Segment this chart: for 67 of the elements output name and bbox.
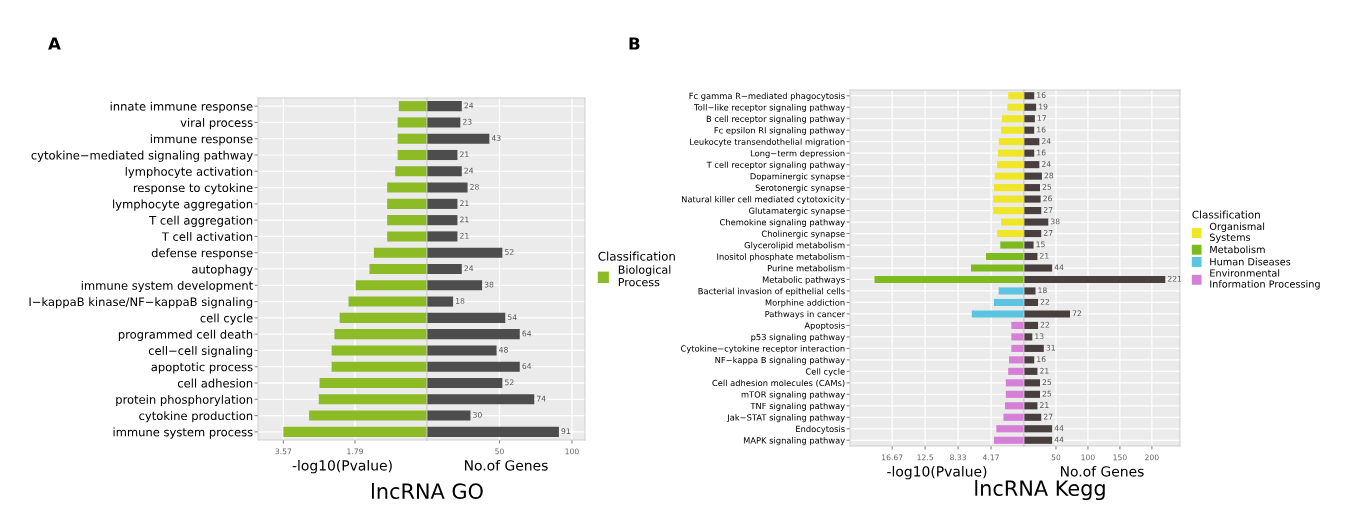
y-tick-label: Serotonergic synapse xyxy=(755,184,845,193)
y-tick-label: programmed cell death xyxy=(118,329,253,341)
y-tick-label: Pathways in cancer xyxy=(765,310,846,319)
x-axis-title: No.of Genes xyxy=(464,459,548,471)
y-tick-label: TNF signaling pathway xyxy=(750,402,845,411)
y-tick-label: Cell adhesion molecules (CAMs) xyxy=(712,379,845,388)
y-tick-label: Purine metabolism xyxy=(767,264,845,272)
y-tick-label: T cell receptor signaling pathway xyxy=(706,161,845,170)
y-tick-label: cytokine production xyxy=(139,411,253,423)
y-tick-label: Glycerolipid metabolism xyxy=(744,241,845,250)
x-axis-title: -log10(Pvalue) xyxy=(292,459,392,474)
y-tick-label: cell adhesion xyxy=(177,378,253,388)
text: lncRNA GO xyxy=(372,482,483,500)
y-tick-label: lymphocyte aggregation xyxy=(113,199,253,211)
legend-title: Classification xyxy=(1192,210,1260,219)
y-tick-label: Glutamatergic synapse xyxy=(749,207,845,216)
legend-label: Organismal Systems xyxy=(1209,222,1265,243)
y-tick-label: viral process xyxy=(180,118,253,130)
y-tick-label: Apoptosis xyxy=(804,322,845,331)
y-tick-label: protein phosphorylation xyxy=(116,394,253,407)
y-tick-label: defense response xyxy=(151,248,253,260)
y-tick-label: lymphocyte activation xyxy=(125,166,253,179)
legend-label: Environmental Information Processing xyxy=(1210,269,1320,290)
y-tick-label: Endocytosis xyxy=(796,425,845,434)
y-tick-label: response to cytokine xyxy=(133,183,253,195)
x-axis-title: No.of Genes xyxy=(1060,465,1144,477)
y-tick-label: immune system development xyxy=(81,280,253,293)
text: B xyxy=(629,37,640,50)
legend-label: Biological Process xyxy=(618,265,671,287)
y-tick-label: Dopaminergic synapse xyxy=(750,172,845,182)
y-tick-label: apoptotic process xyxy=(151,362,253,374)
text: A xyxy=(48,37,61,50)
legend-label: Metabolism xyxy=(1210,245,1265,254)
y-tick-label: Morphine addiction xyxy=(765,299,845,308)
y-tick-label: immune system process xyxy=(113,427,253,439)
y-tick-label: T cell aggregation xyxy=(149,215,253,227)
y-tick-label: cell−cell signaling xyxy=(148,346,253,358)
legend-label: Human Diseases xyxy=(1210,257,1291,266)
y-tick-label: Metabolic pathways xyxy=(762,276,845,285)
y-tick-label: Cytokine−cytokine receptor interaction xyxy=(681,345,845,354)
y-tick-label: Fc gamma R−mediated phagocytosis xyxy=(689,92,845,101)
y-tick-label: autophagy xyxy=(192,264,253,276)
y-tick-label: NF−kappa B signaling pathway xyxy=(715,356,845,365)
y-tick-label: Cell cycle xyxy=(805,368,845,377)
y-tick-label: Jak−STAT signaling pathway xyxy=(726,414,845,423)
y-tick-label: Natural killer cell mediated cytotoxicity xyxy=(681,195,845,204)
y-tick-label: I−kappaB kinase/NF−kappaB signaling xyxy=(29,297,253,309)
y-tick-label: MAPK signaling pathway xyxy=(743,437,845,446)
y-tick-label: cell cycle xyxy=(200,313,253,325)
y-tick-label: T cell activation xyxy=(161,232,253,241)
y-tick-label: Inositol phosphate metabolism xyxy=(717,253,845,262)
y-tick-label: p53 signaling pathway xyxy=(751,333,845,342)
y-tick-label: Bacterial invasion of epithelial cells xyxy=(698,287,845,296)
y-tick-label: Toll−like receptor signaling pathway xyxy=(694,104,845,113)
y-tick-label: innate immune response xyxy=(110,101,253,113)
y-tick-label: B cell receptor signaling pathway xyxy=(706,115,845,124)
y-tick-label: immune response xyxy=(150,134,253,146)
y-tick-label: Leukocyte transendothelial migration xyxy=(690,138,845,147)
y-tick-label: Chemokine signaling pathway xyxy=(719,218,845,227)
y-tick-label: mTOR signaling pathway xyxy=(741,391,845,400)
y-tick-label: cytokine−mediated signaling pathway xyxy=(31,150,253,162)
legend-title: Classification xyxy=(598,251,675,261)
text: lncRNA Kegg xyxy=(975,479,1105,501)
y-tick-label: Long−term depression xyxy=(750,150,845,159)
y-tick-label: Cholinergic synapse xyxy=(761,230,845,239)
x-axis-title: -log10(Pvalue) xyxy=(887,465,987,480)
y-tick-label: Fc epsilon RI signaling pathway xyxy=(714,127,845,136)
